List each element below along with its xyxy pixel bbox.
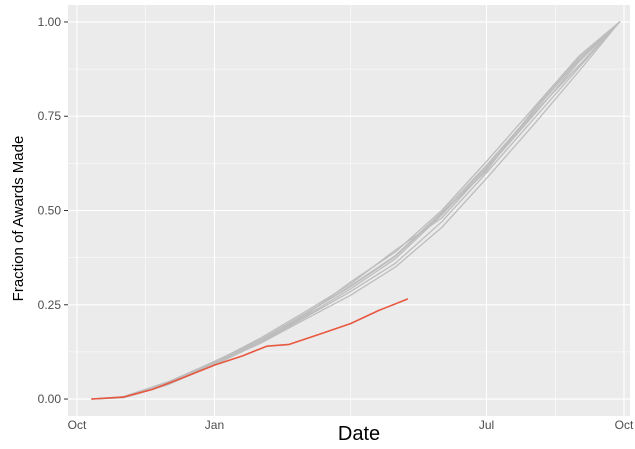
y-tick-label: 0.00 bbox=[38, 392, 62, 406]
series-line-history bbox=[91, 21, 621, 400]
y-tick-label: 0.25 bbox=[38, 298, 62, 312]
x-tick-label: Oct bbox=[615, 418, 634, 432]
y-tick-label: 0.50 bbox=[38, 204, 62, 218]
y-axis-title: Fraction of Awards Made bbox=[10, 136, 27, 302]
x-tick-label: Jul bbox=[479, 418, 494, 432]
y-axis: 0.00 0.25 0.50 0.75 1.00 bbox=[38, 15, 68, 406]
x-tick-label: Oct bbox=[68, 418, 87, 432]
x-axis: Oct Jan Jul Oct bbox=[68, 418, 634, 432]
series-layer bbox=[91, 21, 621, 400]
y-tick-label: 0.75 bbox=[38, 109, 62, 123]
series-line-history bbox=[91, 21, 621, 400]
x-tick-label: Jan bbox=[205, 418, 224, 432]
y-tick-label: 1.00 bbox=[38, 15, 62, 29]
x-axis-title: Date bbox=[338, 423, 380, 445]
series-line-current bbox=[91, 298, 409, 400]
